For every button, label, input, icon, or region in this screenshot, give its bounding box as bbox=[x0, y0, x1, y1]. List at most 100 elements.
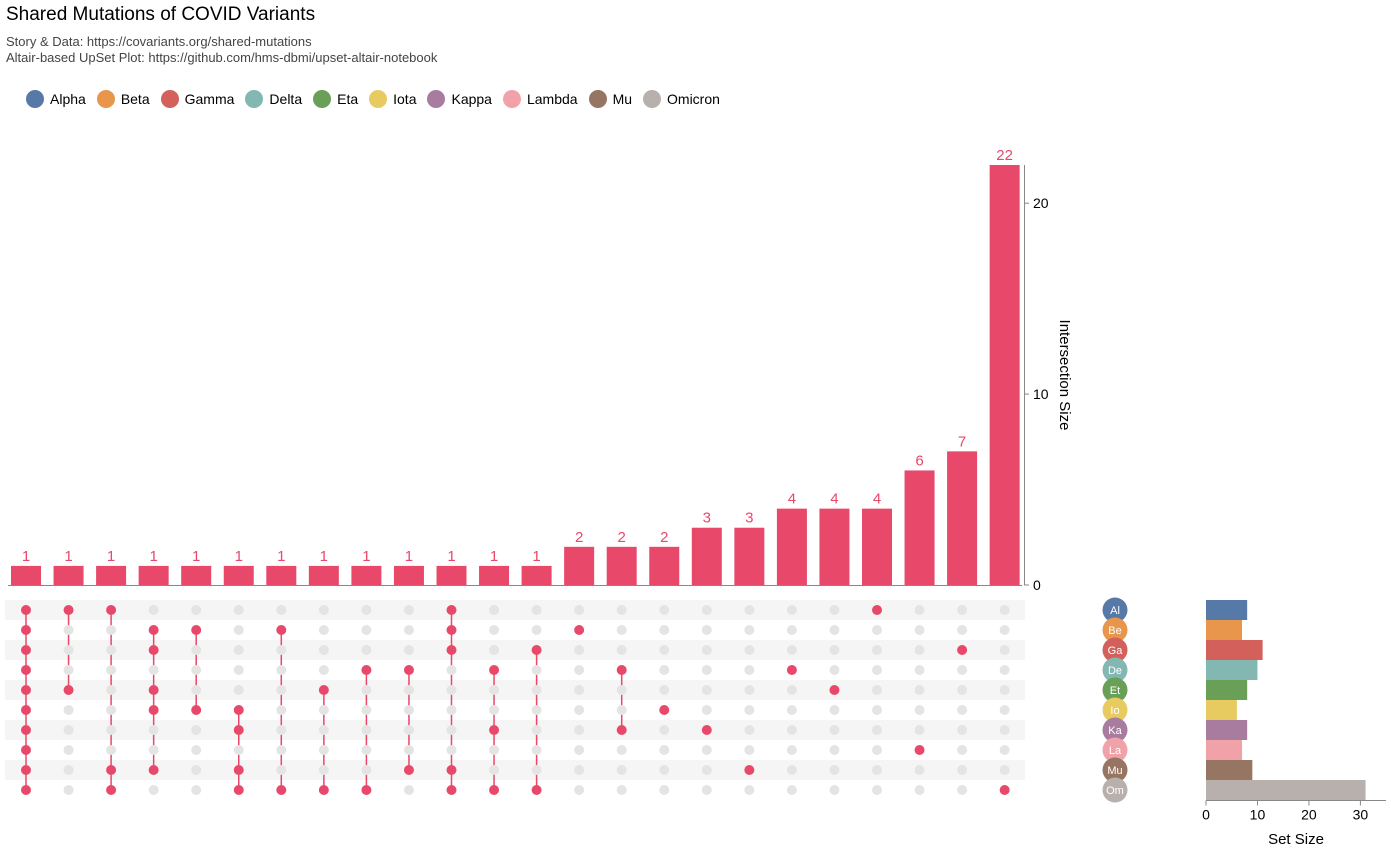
matrix-dot-active bbox=[21, 605, 31, 615]
matrix-dot-empty bbox=[191, 765, 202, 775]
bar-value-label: 4 bbox=[830, 491, 838, 508]
intersection-bar bbox=[138, 565, 169, 585]
set-size-tick-label: 0 bbox=[1202, 807, 1210, 823]
matrix-dot-active bbox=[531, 645, 542, 655]
matrix-dot-empty bbox=[489, 705, 500, 715]
matrix-dot-empty bbox=[786, 705, 797, 715]
matrix-dot-empty bbox=[999, 705, 1010, 715]
matrix-dot-empty bbox=[786, 745, 797, 755]
intersection-bar bbox=[734, 527, 765, 585]
bar-value-label: 4 bbox=[873, 491, 881, 508]
intersection-bar bbox=[521, 565, 552, 585]
set-badge-label: La bbox=[1109, 745, 1122, 757]
legend-item-eta[interactable]: Eta bbox=[313, 90, 358, 108]
matrix-dot-empty bbox=[531, 625, 542, 635]
set-size-bar bbox=[1206, 600, 1248, 620]
matrix-dot-empty bbox=[786, 765, 797, 775]
legend-item-delta[interactable]: Delta bbox=[245, 90, 302, 108]
matrix-dot-active bbox=[148, 765, 159, 775]
matrix-dot-empty bbox=[318, 665, 329, 675]
matrix-dot-empty bbox=[148, 665, 159, 675]
legend-label: Gamma bbox=[184, 91, 235, 107]
matrix-dot-empty bbox=[233, 665, 244, 675]
matrix-dot-empty bbox=[574, 765, 585, 775]
y-axis-title: Intersection Size bbox=[1056, 320, 1073, 431]
matrix-dot-empty bbox=[829, 605, 840, 615]
matrix-dot-active bbox=[21, 705, 31, 715]
legend-item-lambda[interactable]: Lambda bbox=[502, 90, 578, 108]
matrix-dot-empty bbox=[361, 705, 372, 715]
matrix-dot-empty bbox=[63, 725, 74, 735]
matrix-dot-empty bbox=[531, 705, 542, 715]
matrix-dot-active bbox=[489, 665, 500, 675]
legend-item-beta[interactable]: Beta bbox=[96, 90, 150, 108]
matrix-dot-empty bbox=[914, 665, 925, 675]
matrix-dot-empty bbox=[616, 785, 627, 795]
matrix-dot-empty bbox=[786, 605, 797, 615]
matrix-dot-empty bbox=[361, 745, 372, 755]
matrix-dot-empty bbox=[191, 605, 202, 615]
matrix-dot-empty bbox=[148, 745, 159, 755]
matrix-dot-empty bbox=[616, 605, 627, 615]
set-size-bar bbox=[1206, 620, 1243, 640]
set-badge-label: Ga bbox=[1108, 645, 1124, 657]
matrix-dot-empty bbox=[659, 725, 670, 735]
legend-item-mu[interactable]: Mu bbox=[588, 90, 632, 108]
matrix-dot-empty bbox=[999, 685, 1010, 695]
set-size-bar bbox=[1206, 640, 1263, 660]
matrix-dot-empty bbox=[276, 765, 287, 775]
matrix-dot-empty bbox=[318, 765, 329, 775]
matrix-dot-empty bbox=[318, 625, 329, 635]
matrix-dot-empty bbox=[446, 705, 457, 715]
legend-item-kappa[interactable]: Kappa bbox=[427, 90, 492, 108]
legend-item-gamma[interactable]: Gamma bbox=[160, 90, 235, 108]
legend-swatch bbox=[96, 90, 115, 108]
matrix-dot-empty bbox=[148, 725, 159, 735]
intersection-bar bbox=[96, 565, 127, 585]
legend-item-iota[interactable]: Iota bbox=[369, 90, 416, 108]
set-badge bbox=[1102, 757, 1128, 783]
matrix-dot-empty bbox=[233, 745, 244, 755]
matrix-dot-empty bbox=[744, 665, 755, 675]
matrix-row-band bbox=[5, 760, 1025, 780]
set-size-bar bbox=[1206, 760, 1253, 780]
matrix-dot-active bbox=[616, 725, 627, 735]
matrix-dot-empty bbox=[701, 785, 712, 795]
matrix-dot-empty bbox=[191, 785, 202, 795]
matrix-dot-empty bbox=[489, 625, 500, 635]
matrix-dot-empty bbox=[489, 745, 500, 755]
matrix-dot-empty bbox=[957, 725, 968, 735]
legend-item-omicron[interactable]: Omicron bbox=[643, 90, 720, 108]
matrix-dot-empty bbox=[531, 665, 542, 675]
matrix-dot-empty bbox=[106, 745, 117, 755]
legend-item-alpha[interactable]: Alpha bbox=[26, 90, 86, 108]
matrix-dot-empty bbox=[106, 645, 117, 655]
matrix-dot-empty bbox=[233, 685, 244, 695]
matrix-dot-empty bbox=[148, 605, 159, 615]
matrix-dot-active bbox=[786, 665, 797, 675]
legend-swatch bbox=[369, 90, 388, 108]
set-size-bar bbox=[1206, 680, 1248, 700]
matrix-dot-active bbox=[489, 725, 500, 735]
matrix-dot-active bbox=[957, 645, 968, 655]
matrix-dot-empty bbox=[276, 705, 287, 715]
intersection-bar bbox=[436, 565, 467, 585]
matrix-dot-active bbox=[21, 685, 31, 695]
matrix-dot-active bbox=[318, 685, 329, 695]
set-badge-label: De bbox=[1108, 665, 1122, 677]
intersection-bar bbox=[11, 565, 41, 585]
set-size-bar bbox=[1206, 720, 1248, 740]
set-size-tick-label: 20 bbox=[1301, 807, 1317, 823]
matrix-dot-active bbox=[744, 765, 755, 775]
matrix-dot-empty bbox=[63, 645, 74, 655]
intersection-bar bbox=[181, 565, 212, 585]
legend-swatch bbox=[502, 90, 521, 108]
matrix-dot-empty bbox=[957, 705, 968, 715]
intersection-bar bbox=[776, 508, 807, 585]
matrix-dot-empty bbox=[701, 605, 712, 615]
matrix-dot-empty bbox=[744, 645, 755, 655]
matrix-dot-active bbox=[446, 605, 457, 615]
matrix-dot-active bbox=[829, 685, 840, 695]
matrix-dot-empty bbox=[872, 725, 882, 735]
matrix-dot-empty bbox=[872, 745, 882, 755]
